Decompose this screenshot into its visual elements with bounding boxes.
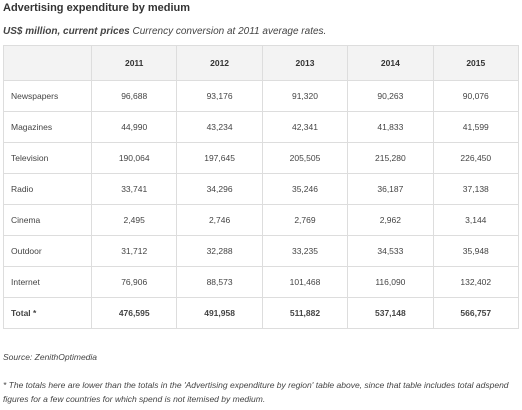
cell: 511,882 bbox=[261, 297, 349, 329]
row-label: Outdoor bbox=[3, 235, 92, 267]
units: US$ million, current prices bbox=[3, 26, 130, 37]
cell: 44,990 bbox=[90, 111, 178, 143]
cell: 190,064 bbox=[90, 142, 178, 174]
header-cell: 2011 bbox=[90, 45, 178, 81]
cell: 96,688 bbox=[90, 80, 178, 112]
header-cell: 2013 bbox=[261, 45, 349, 81]
cell: 537,148 bbox=[347, 297, 434, 329]
source: Source: ZenithOptimedia bbox=[3, 352, 98, 362]
cell: 2,495 bbox=[90, 204, 178, 236]
header-cell: 2015 bbox=[432, 45, 520, 81]
note: Currency conversion at 2011 average rate… bbox=[132, 26, 327, 37]
row-label: Internet bbox=[3, 266, 92, 298]
cell: 76,906 bbox=[90, 266, 178, 298]
row-label: Television bbox=[3, 142, 92, 174]
header-cell: 2012 bbox=[176, 45, 263, 81]
row-label: Radio bbox=[3, 173, 92, 205]
table-row: Radio 33,741 34,296 35,246 36,187 37,138 bbox=[3, 173, 520, 205]
cell: 41,833 bbox=[347, 111, 434, 143]
cell: 41,599 bbox=[432, 111, 520, 143]
row-label: Newspapers bbox=[3, 80, 92, 112]
table-row: Cinema 2,495 2,746 2,769 2,962 3,144 bbox=[3, 204, 520, 236]
cell: 36,187 bbox=[347, 173, 434, 205]
cell: 2,769 bbox=[261, 204, 349, 236]
cell: 93,176 bbox=[176, 80, 263, 112]
table-row: Television 190,064 197,645 205,505 215,280 22… bbox=[3, 142, 520, 174]
title: Advertising expenditure by medium bbox=[3, 2, 191, 14]
header-cell bbox=[3, 45, 92, 81]
cell: 34,533 bbox=[347, 235, 434, 267]
table-row: Internet 76,906 88,573 101,468 116,090 132,40… bbox=[3, 266, 520, 298]
cell: 2,962 bbox=[347, 204, 434, 236]
cell: 90,076 bbox=[432, 80, 520, 112]
subtitle: US$ million, current prices Currency con… bbox=[3, 26, 326, 37]
cell: 90,263 bbox=[347, 80, 434, 112]
cell: 32,288 bbox=[176, 235, 263, 267]
table-row: Total * 476,595 491,958 511,882 537,148 566,7… bbox=[3, 297, 520, 329]
cell: 35,948 bbox=[432, 235, 520, 267]
row-label: Total * bbox=[3, 297, 92, 329]
footnote: * The totals here are lower than the tot… bbox=[3, 380, 509, 404]
cell: 33,741 bbox=[90, 173, 178, 205]
cell: 35,246 bbox=[261, 173, 349, 205]
cell: 34,296 bbox=[176, 173, 263, 205]
cell: 197,645 bbox=[176, 142, 263, 174]
table-row: Magazines 44,990 43,234 42,341 41,833 41,599 bbox=[3, 111, 520, 143]
cell: 31,712 bbox=[90, 235, 178, 267]
cell: 37,138 bbox=[432, 173, 520, 205]
cell: 132,402 bbox=[432, 266, 520, 298]
cell: 226,450 bbox=[432, 142, 520, 174]
data-table: 2011 2012 2013 2014 2015 Newspapers 96,688 93,… bbox=[3, 45, 520, 329]
row-label: Magazines bbox=[3, 111, 92, 143]
cell: 205,505 bbox=[261, 142, 349, 174]
cell: 33,235 bbox=[261, 235, 349, 267]
cell: 43,234 bbox=[176, 111, 263, 143]
header-cell: 2014 bbox=[347, 45, 434, 81]
cell: 3,144 bbox=[432, 204, 520, 236]
row-label: Cinema bbox=[3, 204, 92, 236]
cell: 566,757 bbox=[432, 297, 520, 329]
header-row: 2011 2012 2013 2014 2015 bbox=[3, 45, 520, 81]
table-body: Newspapers 96,688 93,176 91,320 90,263 90,076… bbox=[3, 80, 520, 329]
cell: 91,320 bbox=[261, 80, 349, 112]
table-row: Newspapers 96,688 93,176 91,320 90,263 90,076 bbox=[3, 80, 520, 112]
cell: 491,958 bbox=[176, 297, 263, 329]
cell: 2,746 bbox=[176, 204, 263, 236]
cell: 116,090 bbox=[347, 266, 434, 298]
cell: 101,468 bbox=[261, 266, 349, 298]
cell: 215,280 bbox=[347, 142, 434, 174]
cell: 42,341 bbox=[261, 111, 349, 143]
cell: 476,595 bbox=[90, 297, 178, 329]
cell: 88,573 bbox=[176, 266, 263, 298]
table-row: Outdoor 31,712 32,288 33,235 34,533 35,948 bbox=[3, 235, 520, 267]
